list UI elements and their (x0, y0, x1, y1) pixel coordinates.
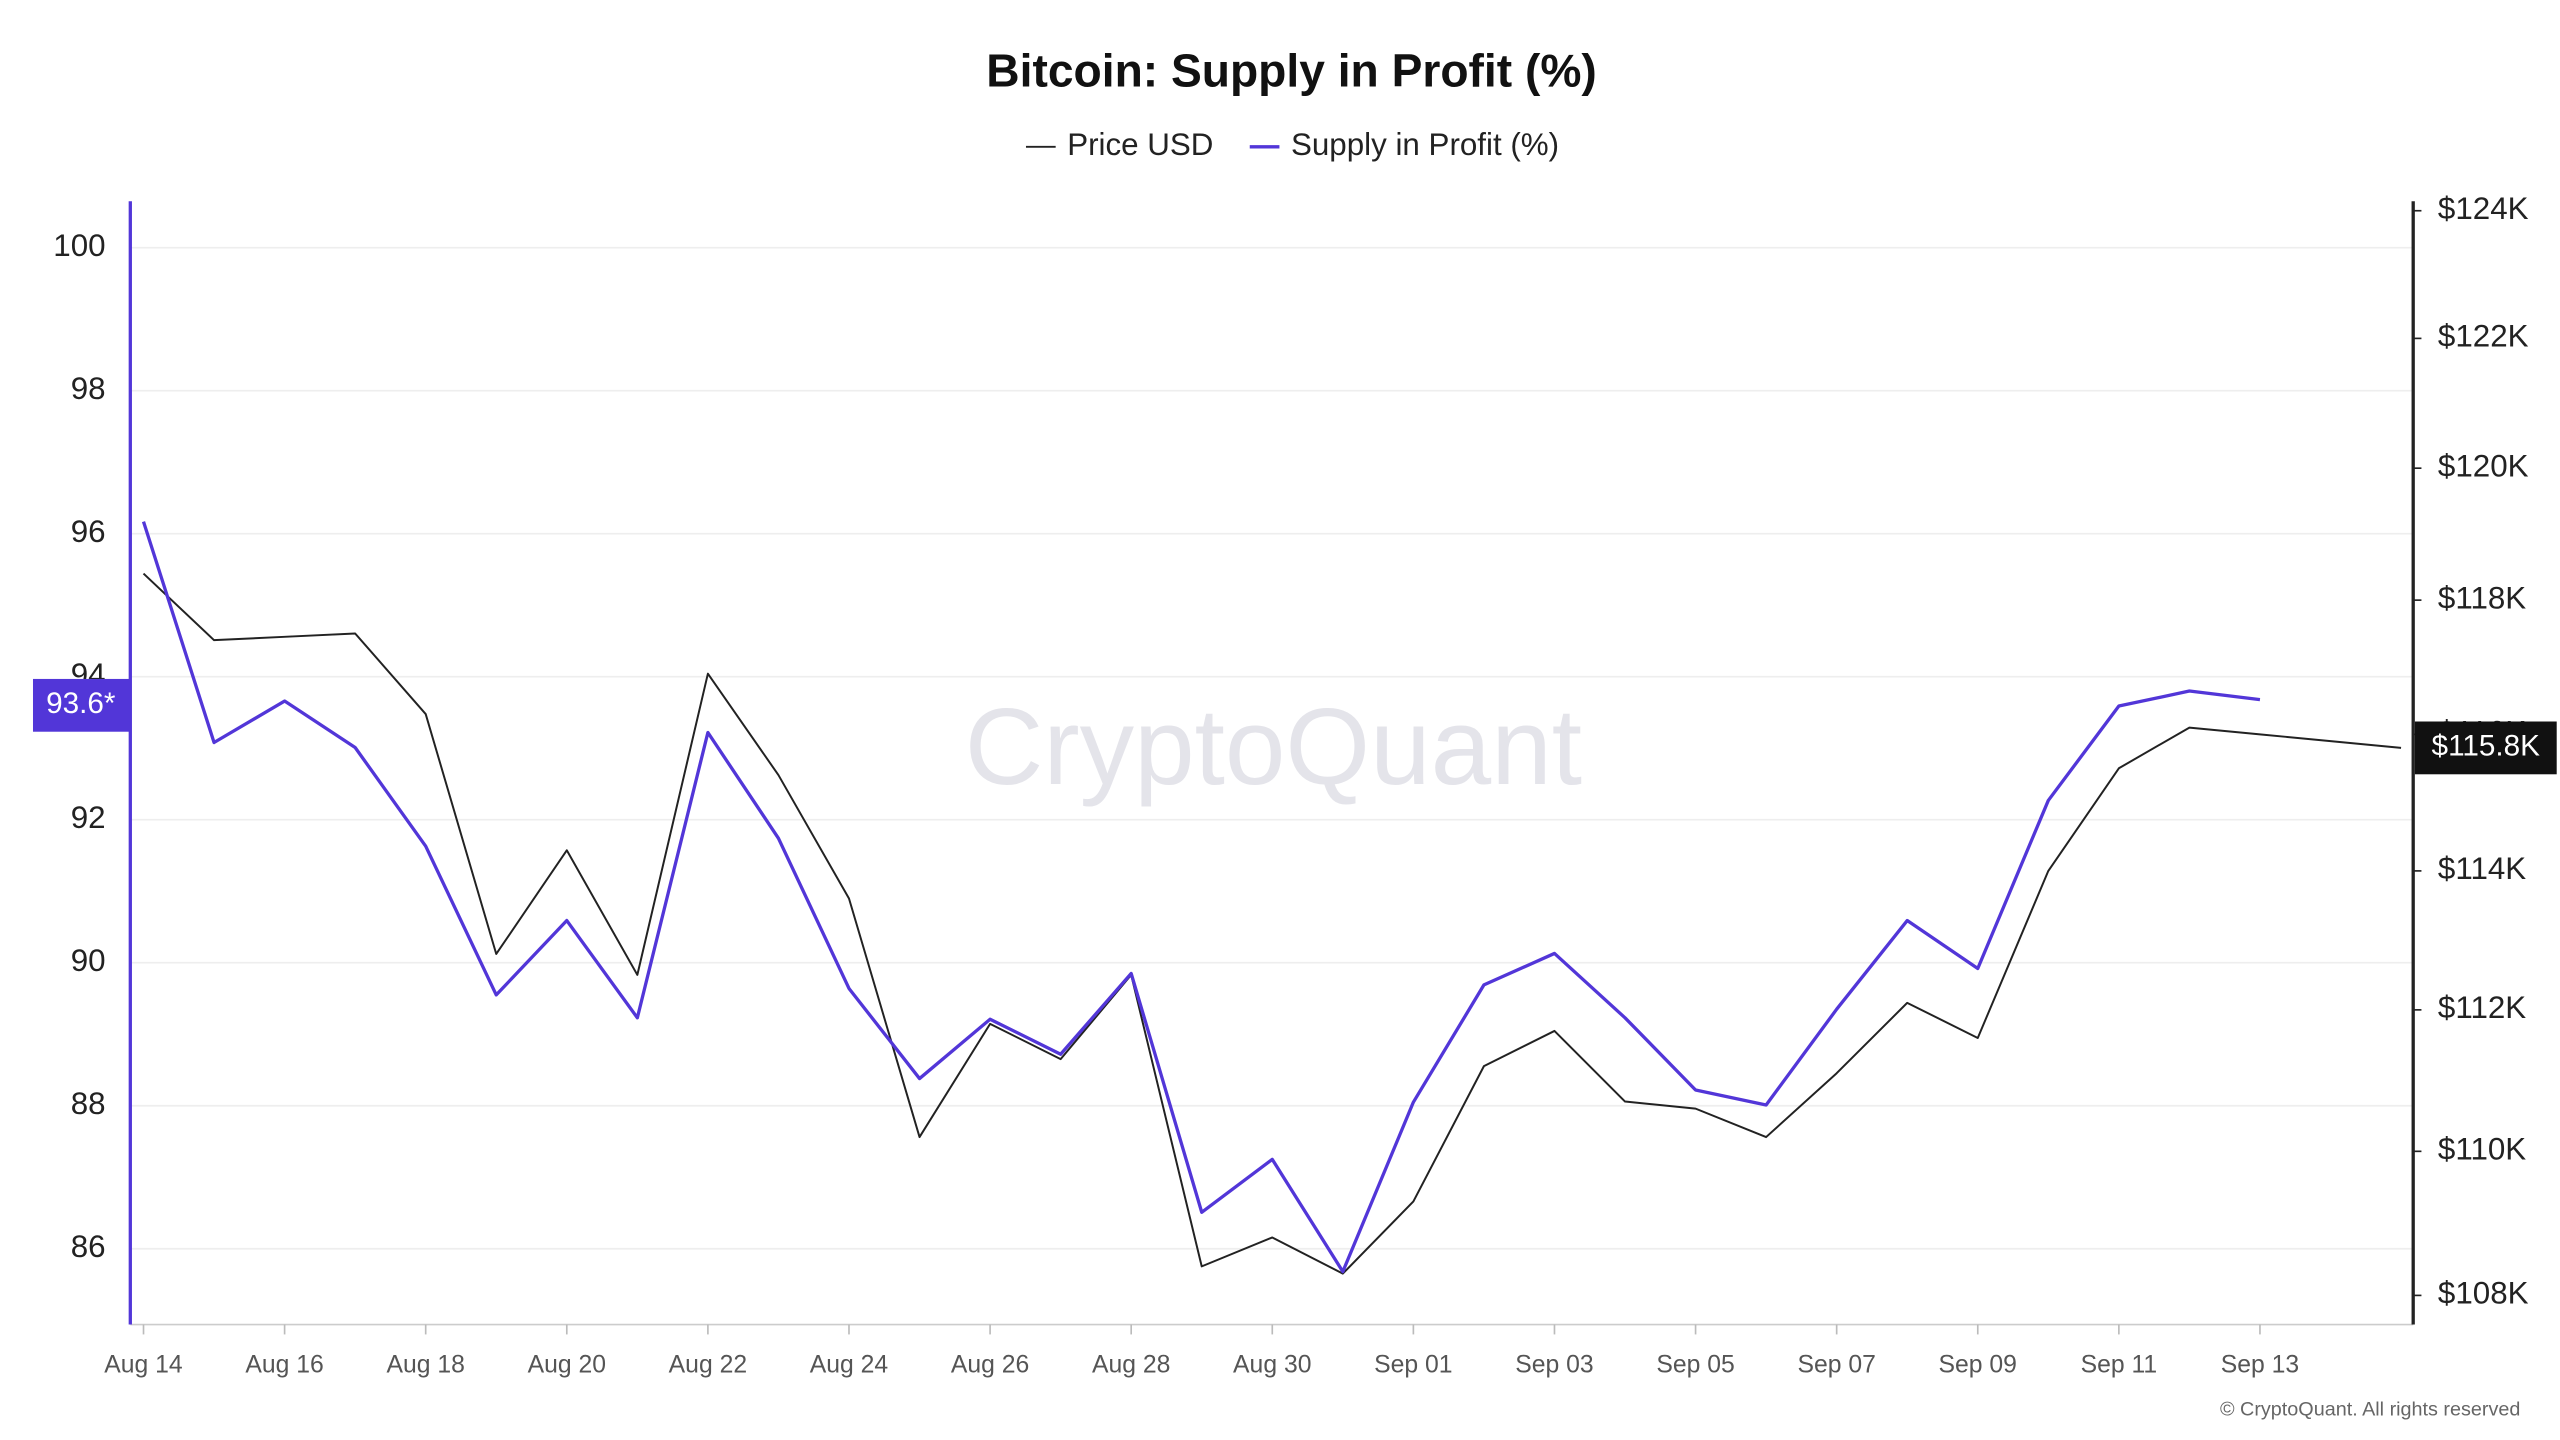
value-badge-label: $115.8K (2432, 730, 2541, 763)
x-tick-label: Sep 05 (1656, 1351, 1734, 1378)
legend-label: Price USD (1067, 127, 1213, 162)
x-tick-label: Sep 09 (1939, 1351, 2017, 1378)
y2-tick-label: $122K (2438, 319, 2529, 354)
x-tick-label: Sep 07 (1797, 1351, 1875, 1378)
value-badge-label: 93.6* (46, 687, 116, 720)
y-tick-label: 86 (71, 1229, 106, 1264)
x-tick-label: Aug 26 (951, 1351, 1029, 1378)
series-line (142, 572, 2402, 1275)
x-tick-label: Sep 13 (2221, 1351, 2299, 1378)
x-tick-label: Aug 18 (386, 1351, 464, 1378)
y2-tick-label: $120K (2438, 448, 2529, 483)
legend-label: Supply in Profit (%) (1291, 127, 1559, 162)
copyright: © CryptoQuant. All rights reserved (2220, 1399, 2520, 1421)
x-tick-label: Aug 24 (810, 1351, 889, 1378)
y-tick-label: 90 (71, 943, 106, 978)
x-tick-label: Aug 22 (669, 1351, 747, 1378)
series-line (141, 521, 2261, 1274)
x-tick-label: Aug 30 (1233, 1351, 1311, 1378)
y2-tick-label: $108K (2438, 1276, 2529, 1311)
chart-title: Bitcoin: Supply in Profit (%) (986, 44, 1596, 96)
y-tick-label: 98 (71, 371, 106, 406)
x-tick-label: Sep 11 (2081, 1351, 2158, 1378)
watermark: CryptoQuant (965, 686, 1582, 808)
y-tick-label: 96 (71, 514, 106, 549)
x-tick-label: Aug 14 (104, 1351, 183, 1378)
x-tick-label: Sep 03 (1515, 1351, 1593, 1378)
x-tick-label: Aug 16 (245, 1351, 323, 1378)
y-tick-label: 100 (53, 228, 105, 263)
y-tick-label: 92 (71, 800, 106, 835)
y-tick-label: 88 (71, 1086, 106, 1121)
y2-tick-label: $124K (2438, 191, 2529, 226)
value-badge (2414, 721, 2557, 775)
x-tick-label: Sep 01 (1374, 1351, 1452, 1378)
x-tick-label: Aug 28 (1092, 1351, 1170, 1378)
y2-tick-label: $114K (2438, 851, 2526, 886)
x-tick-label: Aug 20 (528, 1351, 606, 1378)
value-badge (32, 678, 131, 732)
y2-tick-label: $118K (2438, 580, 2526, 615)
y2-tick-label: $110K (2438, 1132, 2526, 1167)
y2-tick-label: $112K (2438, 990, 2526, 1025)
